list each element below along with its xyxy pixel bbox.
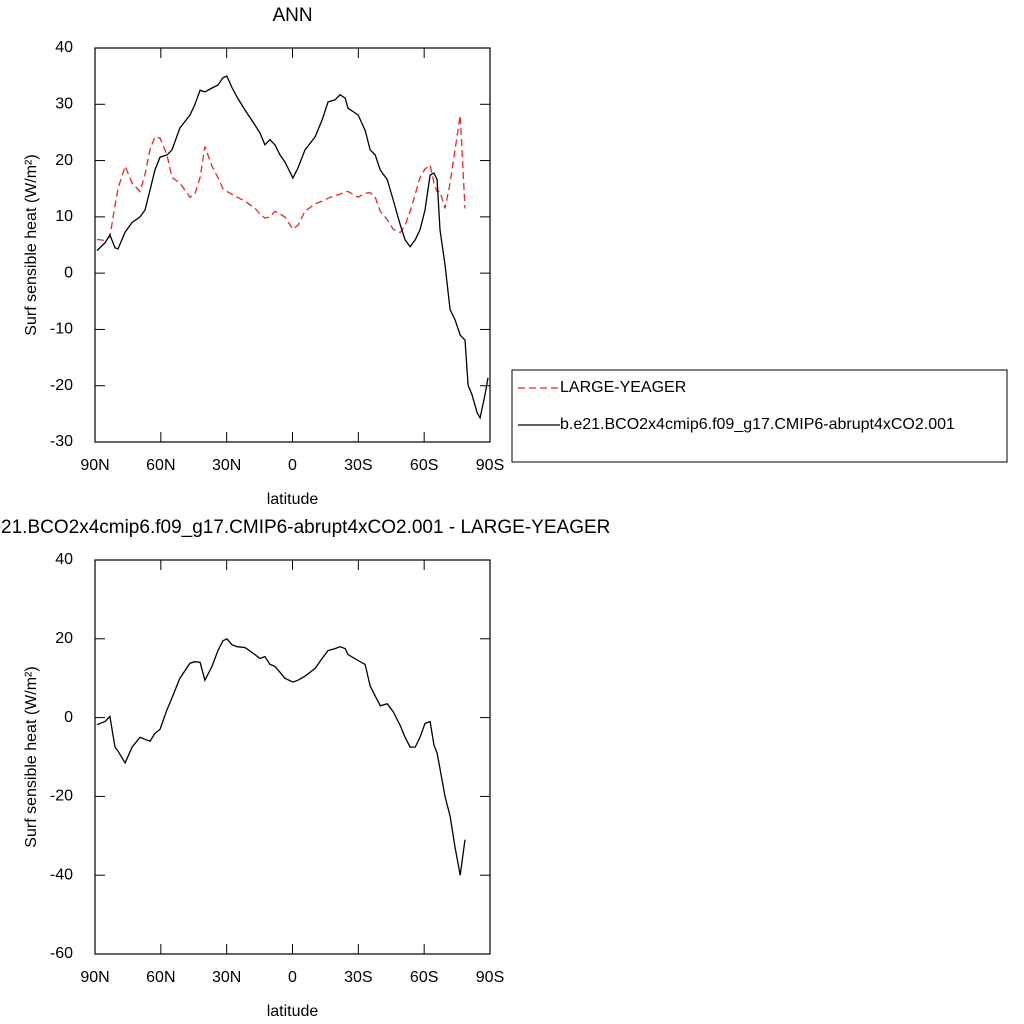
data-line <box>96 115 466 242</box>
x-tick-label: 0 <box>288 969 297 986</box>
x-tick-label: 30N <box>212 969 241 986</box>
y-tick-label: 0 <box>64 709 73 726</box>
legend-box <box>511 369 1008 463</box>
legend-label: LARGE-YEAGER <box>560 379 686 396</box>
y-tick-label: 40 <box>55 551 73 568</box>
x-tick-label: 60S <box>410 457 438 474</box>
x-tick-label: 90S <box>476 457 504 474</box>
y-tick-label: -10 <box>50 321 73 338</box>
x-tick-label: 60S <box>410 969 438 986</box>
y-axis-label: Surf sensible heat (W/m²) <box>23 666 40 847</box>
chart-title: b.e21.BCO2x4cmip6.f09_g17.CMIP6-abrupt4x… <box>0 517 610 538</box>
data-line <box>96 637 466 876</box>
y-tick-label: -40 <box>50 866 73 883</box>
x-axis-label: latitude <box>267 1003 319 1020</box>
x-tick-label: 90N <box>80 969 109 986</box>
y-tick-label: 40 <box>55 39 73 56</box>
chart-title: ANN <box>272 5 312 26</box>
plot-frame <box>94 559 491 955</box>
y-tick-label: -60 <box>50 945 73 962</box>
y-axis-label: Surf sensible heat (W/m²) <box>23 154 40 335</box>
y-tick-label: 30 <box>55 96 73 113</box>
x-axis-label: latitude <box>267 491 319 508</box>
x-tick-label: 90N <box>80 457 109 474</box>
y-tick-label: 10 <box>55 208 73 225</box>
plot-frame <box>94 47 491 443</box>
x-tick-label: 0 <box>288 457 297 474</box>
x-tick-label: 30N <box>212 457 241 474</box>
x-tick-label: 60N <box>146 457 175 474</box>
x-tick-label: 30S <box>344 969 372 986</box>
x-tick-label: 60N <box>146 969 175 986</box>
data-line <box>96 75 489 420</box>
y-tick-label: 0 <box>64 264 73 281</box>
y-tick-label: -30 <box>50 433 73 450</box>
x-tick-label: 30S <box>344 457 372 474</box>
y-tick-label: 20 <box>55 152 73 169</box>
y-tick-label: 20 <box>55 630 73 647</box>
y-tick-label: -20 <box>50 788 73 805</box>
x-tick-label: 90S <box>476 969 504 986</box>
legend-label: b.e21.BCO2x4cmip6.f09_g17.CMIP6-abrupt4x… <box>560 416 955 433</box>
y-tick-label: -20 <box>50 377 73 394</box>
